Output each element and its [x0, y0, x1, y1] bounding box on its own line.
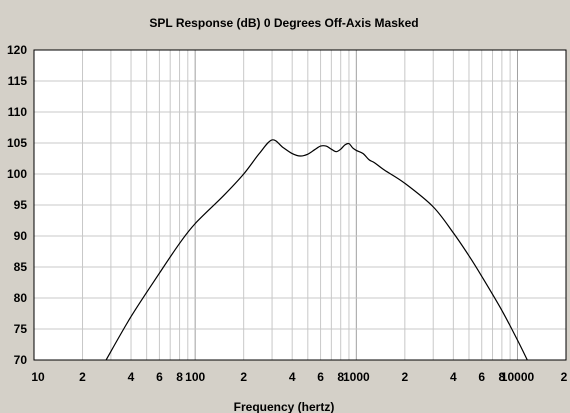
- x-axis-label: Frequency (hertz): [234, 400, 335, 413]
- x-tick-label: 8: [499, 370, 506, 384]
- x-tick-label: 1000: [343, 370, 370, 384]
- y-tick-label: 95: [14, 198, 28, 212]
- y-tick-label: 115: [8, 74, 28, 88]
- y-tick-label: 90: [14, 229, 28, 243]
- y-tick-label: 110: [8, 105, 28, 119]
- x-tick-label: 4: [128, 370, 135, 384]
- y-tick-label: 100: [7, 167, 27, 181]
- x-tick-label: 2: [79, 370, 86, 384]
- x-tick-label: 100: [185, 370, 205, 384]
- x-tick-label: 6: [317, 370, 324, 384]
- y-tick-label: 80: [14, 291, 28, 305]
- x-tick-label: 10000: [501, 370, 535, 384]
- y-tick-label: 120: [7, 43, 27, 57]
- y-tick-label: 85: [14, 260, 28, 274]
- x-tick-label: 4: [450, 370, 457, 384]
- x-tick-label: 8: [176, 370, 183, 384]
- y-tick-label: 105: [7, 136, 27, 150]
- plot-border: [33, 49, 567, 361]
- x-tick-label: 6: [478, 370, 485, 384]
- y-axis-ticks: 120 115 110 105 100 95 90 85 80 75 70: [7, 43, 27, 367]
- y-tick-label: 75: [14, 322, 28, 336]
- x-tick-label: 2: [561, 370, 568, 384]
- x-tick-label: 2: [240, 370, 247, 384]
- x-tick-label: 10: [31, 370, 45, 384]
- x-tick-label: 4: [289, 370, 296, 384]
- x-tick-label: 6: [156, 370, 163, 384]
- grid-layer: [34, 50, 566, 360]
- chart-title: SPL Response (dB) 0 Degrees Off-Axis Mas…: [149, 16, 418, 30]
- spl-response-line: [105, 139, 528, 361]
- x-tick-label: 8: [337, 370, 344, 384]
- y-tick-label: 70: [14, 353, 28, 367]
- x-tick-label: 2: [401, 370, 408, 384]
